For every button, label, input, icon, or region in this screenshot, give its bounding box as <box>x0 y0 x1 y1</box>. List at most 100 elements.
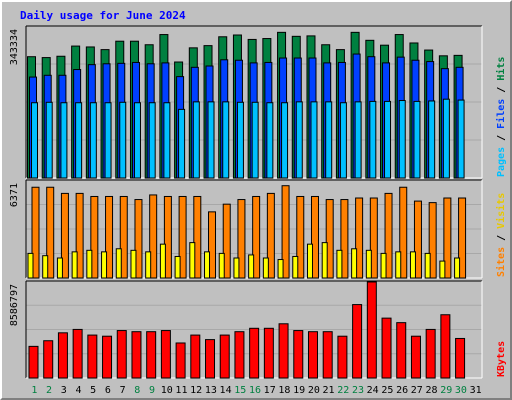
pages-bar-day-20 <box>310 101 318 179</box>
day-label-13: 13 <box>205 385 217 396</box>
sites-bar-day-15 <box>233 257 240 279</box>
legend-visits-sites: Sites / Visits <box>495 193 507 277</box>
day-label-27: 27 <box>411 385 423 396</box>
kbytes-bar-day-7 <box>116 330 127 379</box>
chart-title: Daily usage for June 2024 <box>20 9 186 22</box>
visits-bar-day-18 <box>281 185 290 279</box>
day-label-10: 10 <box>161 385 173 396</box>
visits-bar-day-26 <box>399 186 408 279</box>
sites-bar-day-27 <box>409 251 416 279</box>
kbytes-bar-day-1 <box>28 345 39 379</box>
visits-bar-day-5 <box>90 195 99 279</box>
pages-bar-day-21 <box>325 101 333 179</box>
visits-bar-day-10 <box>163 195 172 279</box>
visits-bar-day-1 <box>31 186 40 279</box>
pages-bar-day-23 <box>354 101 362 179</box>
pages-bar-day-30 <box>457 99 465 179</box>
kbytes-bar-day-23 <box>352 304 363 379</box>
pages-bar-day-25 <box>384 100 392 179</box>
sites-bar-day-9 <box>145 251 152 279</box>
kbytes-bar-day-19 <box>293 330 304 379</box>
hits-max-label: 343334 <box>9 29 20 65</box>
visits-bar-day-14 <box>222 203 231 279</box>
pages-bar-day-2 <box>45 101 53 179</box>
day-label-30: 30 <box>455 385 467 396</box>
sites-bar-day-28 <box>424 252 431 279</box>
day-label-8: 8 <box>134 385 140 396</box>
sites-bar-day-6 <box>101 251 108 279</box>
day-label-23: 23 <box>352 385 364 396</box>
visits-bar-day-24 <box>369 197 378 279</box>
pages-bar-day-16 <box>251 101 259 179</box>
kbytes-bar-day-22 <box>337 335 348 379</box>
day-label-22: 22 <box>337 385 349 396</box>
sites-bar-day-24 <box>365 249 372 279</box>
sites-bar-day-22 <box>336 249 343 279</box>
kbytes-bar-day-20 <box>307 331 318 379</box>
day-label-4: 4 <box>75 385 81 396</box>
pages-bar-day-28 <box>428 100 436 179</box>
day-label-16: 16 <box>249 385 261 396</box>
pages-bar-day-8 <box>133 102 141 179</box>
legend-item: Sites <box>495 247 507 277</box>
visits-bar-day-2 <box>46 186 55 279</box>
kbytes-bar-day-9 <box>146 331 157 379</box>
kbytes-bar-day-26 <box>396 322 407 379</box>
kbytes-bar-day-4 <box>72 328 83 379</box>
day-label-18: 18 <box>278 385 290 396</box>
visits-bar-day-16 <box>252 195 261 279</box>
visits-bar-day-3 <box>60 192 69 279</box>
visits-bar-day-25 <box>384 192 393 279</box>
visits-bar-day-17 <box>266 192 275 279</box>
legend-item: Files <box>495 99 507 135</box>
sites-bar-day-1 <box>27 252 34 279</box>
legend-item: Pages <box>496 147 507 177</box>
sites-bar-day-11 <box>174 255 181 279</box>
visits-bar-day-8 <box>134 199 143 279</box>
visits-bar-day-6 <box>105 195 114 279</box>
sites-bar-day-18 <box>277 259 284 279</box>
sites-bar-day-4 <box>71 251 78 279</box>
sites-bar-day-29 <box>439 260 446 279</box>
day-label-15: 15 <box>234 385 246 396</box>
visits-bar-day-19 <box>296 195 305 279</box>
kbytes-bar-day-5 <box>87 334 98 379</box>
visits-bar-day-21 <box>325 199 334 279</box>
legend-item: / <box>496 235 507 247</box>
legend-item: / <box>496 135 507 147</box>
kbytes-bar-day-29 <box>440 314 451 379</box>
sites-bar-day-3 <box>56 257 63 279</box>
sites-bar-day-14 <box>218 252 225 279</box>
sites-bar-day-26 <box>395 251 402 279</box>
legend-hits-files-pages: Pages / Files / Hits <box>495 57 507 177</box>
kbytes-bar-day-11 <box>175 342 186 379</box>
pages-bar-day-9 <box>148 102 156 179</box>
day-label-7: 7 <box>120 385 126 396</box>
kbytes-bar-day-6 <box>102 335 113 379</box>
sites-bar-day-17 <box>262 257 269 279</box>
sites-bar-day-5 <box>86 249 93 279</box>
pages-bar-day-15 <box>236 101 244 179</box>
kbytes-bar-day-18 <box>278 323 289 379</box>
pages-bar-day-1 <box>31 102 38 179</box>
kbytes-bar-day-30 <box>455 337 466 379</box>
kbytes-bar-day-13 <box>205 339 216 379</box>
sites-bar-day-13 <box>204 251 211 279</box>
pages-bar-day-12 <box>192 101 200 179</box>
kbytes-bar-day-25 <box>381 317 392 379</box>
visits-bar-day-11 <box>178 195 187 279</box>
pages-bar-day-18 <box>281 102 289 179</box>
pages-bar-day-17 <box>266 102 274 179</box>
kbytes-bar-day-16 <box>249 327 260 379</box>
sites-bar-day-19 <box>292 255 299 279</box>
pages-bar-day-5 <box>89 102 97 179</box>
visits-bar-day-15 <box>237 199 246 279</box>
day-label-17: 17 <box>264 385 276 396</box>
kbytes-max-label: 8586797 <box>9 284 20 326</box>
day-label-24: 24 <box>367 385 379 396</box>
visits-bar-day-4 <box>75 192 84 279</box>
pages-bar-day-26 <box>398 100 406 179</box>
pages-bar-day-24 <box>369 100 377 179</box>
